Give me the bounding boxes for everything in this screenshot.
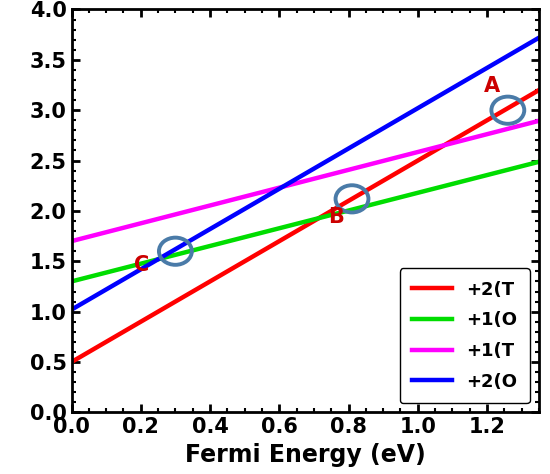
- +1(O: [492, 170, 498, 176]
- +1(T: [492, 129, 498, 135]
- +2(T: [492, 113, 498, 118]
- +2(O: [345, 146, 351, 152]
- +2(T: [354, 193, 361, 199]
- +1(O: [354, 205, 361, 211]
- +2(O: [462, 78, 469, 83]
- +1(T: [70, 238, 76, 244]
- +2(O: [492, 60, 498, 66]
- +1(T: [345, 167, 351, 173]
- Line: +1(O: +1(O: [72, 162, 539, 282]
- Line: +1(T: +1(T: [72, 121, 539, 241]
- +1(O: [536, 159, 542, 164]
- +2(T: [536, 87, 542, 93]
- X-axis label: Fermi Energy (eV): Fermi Energy (eV): [185, 443, 426, 467]
- +2(T: [345, 198, 351, 204]
- +2(O: [536, 35, 542, 41]
- +2(O: [70, 306, 76, 311]
- +1(O: [345, 208, 351, 213]
- +1(T: [536, 118, 542, 124]
- +2(T: [70, 358, 76, 364]
- +1(T: [462, 137, 469, 143]
- +2(O: [354, 140, 361, 146]
- +1(T: [354, 164, 361, 170]
- +1(T: [346, 167, 353, 173]
- +1(T: [68, 238, 75, 244]
- +1(O: [462, 178, 469, 183]
- +2(T: [346, 197, 353, 203]
- +2(O: [346, 145, 353, 151]
- +1(O: [68, 279, 75, 284]
- +2(T: [462, 130, 469, 136]
- Line: +2(O: +2(O: [72, 38, 539, 310]
- +2(O: [68, 307, 75, 312]
- Legend: +2(T, +1(O, +1(T, +2(O: +2(T, +1(O, +1(T, +2(O: [399, 268, 530, 403]
- +1(O: [70, 278, 76, 284]
- +2(T: [68, 359, 75, 365]
- Text: B: B: [328, 207, 344, 227]
- Line: +2(T: +2(T: [72, 90, 539, 362]
- +1(O: [346, 207, 353, 213]
- Text: C: C: [134, 255, 149, 275]
- Text: A: A: [483, 76, 500, 96]
